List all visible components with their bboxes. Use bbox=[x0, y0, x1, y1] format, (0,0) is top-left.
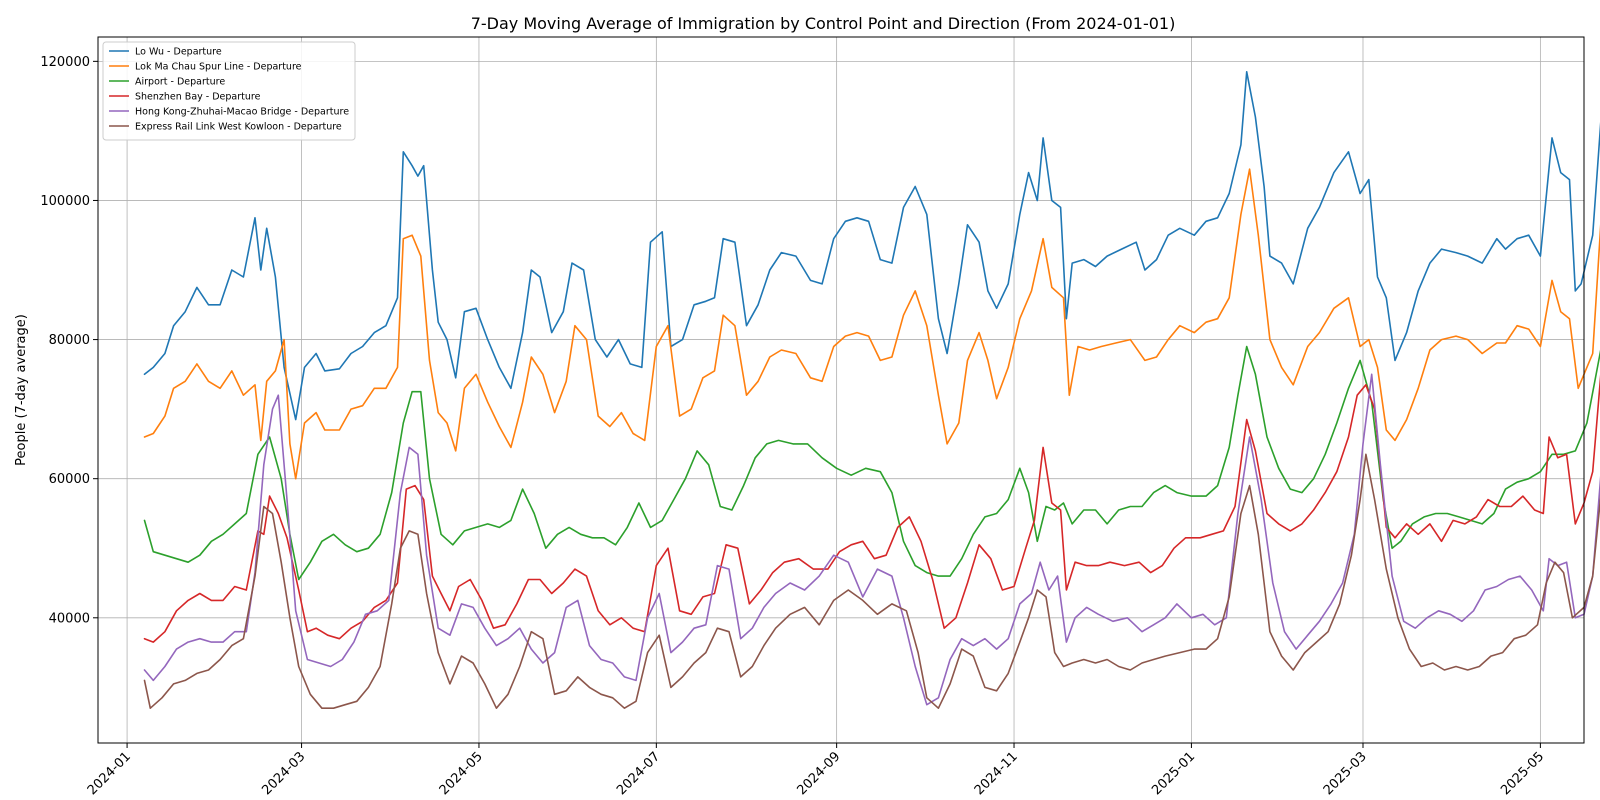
legend: Lo Wu - Departure Lok Ma Chau Spur Line -… bbox=[102, 41, 356, 141]
y-tick-label: 120000 bbox=[40, 55, 90, 70]
series-line-lo-wu-departure bbox=[143, 71, 1600, 421]
legend-entry: Lok Ma Chau Spur Line - Departure bbox=[135, 62, 302, 73]
plot-area-frame bbox=[97, 36, 1585, 744]
chart-title: 7-Day Moving Average of Immigration by C… bbox=[471, 14, 1176, 33]
legend-entry: Hong Kong-Zhuhai-Macao Bridge - Departur… bbox=[135, 107, 349, 118]
series-line-airport-departure bbox=[143, 345, 1600, 581]
legend-entry: Lo Wu - Departure bbox=[135, 47, 222, 58]
gridlines bbox=[98, 37, 1584, 743]
series-line-lok-ma-chau-spur-line-departure bbox=[143, 168, 1600, 480]
legend-entry: Airport - Departure bbox=[135, 77, 225, 88]
y-axis-title: People (7-day average) bbox=[14, 314, 29, 466]
y-tick-label: 100000 bbox=[40, 194, 90, 209]
series-lines bbox=[143, 71, 1600, 710]
y-tick-label: 40000 bbox=[49, 611, 90, 626]
legend-box bbox=[102, 41, 356, 141]
y-tick-label: 60000 bbox=[49, 472, 90, 487]
series-line-shenzhen-bay-departure bbox=[143, 374, 1600, 643]
legend-entry: Shenzhen Bay - Departure bbox=[135, 92, 261, 103]
series-line-express-rail-link-west-kowloon-departure bbox=[143, 453, 1600, 710]
legend-entry: Express Rail Link West Kowloon - Departu… bbox=[135, 122, 342, 133]
series-line-hong-kong-zhuhai-macao-bridge-departure bbox=[143, 373, 1600, 706]
y-tick-label: 80000 bbox=[49, 333, 90, 348]
